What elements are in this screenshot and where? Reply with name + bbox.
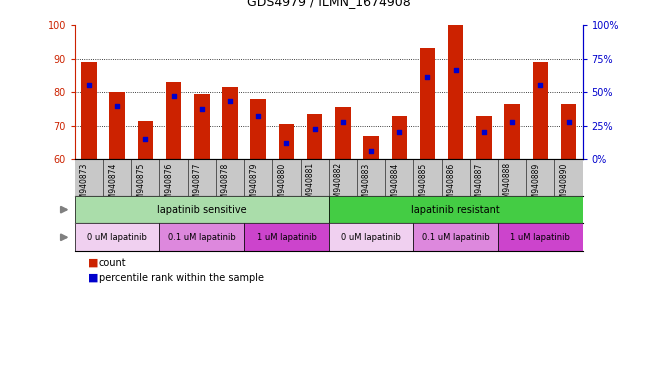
Bar bbox=[391, 116, 407, 159]
Text: GSM940876: GSM940876 bbox=[165, 162, 174, 209]
Bar bbox=[533, 62, 548, 159]
Bar bbox=[561, 104, 576, 159]
Text: percentile rank within the sample: percentile rank within the sample bbox=[99, 273, 264, 283]
Point bbox=[394, 129, 404, 136]
Bar bbox=[137, 121, 153, 159]
Point bbox=[309, 126, 320, 132]
Bar bbox=[244, 223, 329, 251]
Text: GSM940881: GSM940881 bbox=[306, 162, 314, 209]
Bar bbox=[505, 104, 520, 159]
Text: GSM940882: GSM940882 bbox=[334, 162, 343, 209]
Point bbox=[169, 93, 179, 99]
Text: 1 uM lapatinib: 1 uM lapatinib bbox=[510, 233, 570, 242]
Point bbox=[478, 129, 489, 136]
Point bbox=[281, 139, 292, 146]
Bar bbox=[75, 223, 159, 251]
Point bbox=[84, 82, 94, 88]
Point bbox=[112, 103, 122, 109]
Text: GSM940885: GSM940885 bbox=[419, 162, 428, 209]
Point bbox=[197, 106, 207, 112]
Text: GSM940884: GSM940884 bbox=[391, 162, 399, 209]
Text: GSM940883: GSM940883 bbox=[362, 162, 371, 209]
Bar bbox=[413, 223, 498, 251]
Point bbox=[366, 148, 376, 154]
Bar bbox=[335, 107, 351, 159]
Point bbox=[450, 67, 461, 73]
Text: GSM940888: GSM940888 bbox=[503, 162, 512, 209]
Text: 1 uM lapatinib: 1 uM lapatinib bbox=[256, 233, 316, 242]
Bar bbox=[166, 82, 182, 159]
Bar bbox=[363, 136, 379, 159]
Bar bbox=[448, 25, 464, 159]
Bar bbox=[194, 94, 210, 159]
Point bbox=[422, 74, 433, 80]
Text: GSM940877: GSM940877 bbox=[193, 162, 202, 209]
Text: lapatinib resistant: lapatinib resistant bbox=[411, 205, 500, 215]
Text: GSM940890: GSM940890 bbox=[560, 162, 568, 209]
Bar bbox=[498, 223, 583, 251]
Text: 0 uM lapatinib: 0 uM lapatinib bbox=[87, 233, 147, 242]
Bar bbox=[329, 223, 413, 251]
Text: 0 uM lapatinib: 0 uM lapatinib bbox=[341, 233, 401, 242]
Bar bbox=[420, 48, 436, 159]
Bar bbox=[81, 62, 97, 159]
Bar bbox=[109, 92, 125, 159]
Bar bbox=[222, 87, 238, 159]
Text: 0.1 uM lapatinib: 0.1 uM lapatinib bbox=[422, 233, 490, 242]
Point bbox=[140, 136, 150, 142]
Bar bbox=[329, 196, 583, 223]
Text: GSM940875: GSM940875 bbox=[137, 162, 145, 209]
Text: GSM940887: GSM940887 bbox=[475, 162, 484, 209]
Bar bbox=[307, 114, 322, 159]
Text: 0.1 uM lapatinib: 0.1 uM lapatinib bbox=[168, 233, 236, 242]
Text: GSM940880: GSM940880 bbox=[277, 162, 286, 209]
Text: GSM940879: GSM940879 bbox=[249, 162, 258, 209]
Text: count: count bbox=[99, 258, 126, 268]
Bar bbox=[75, 196, 329, 223]
Point bbox=[507, 119, 518, 126]
Bar bbox=[279, 124, 294, 159]
Bar bbox=[476, 116, 492, 159]
Bar bbox=[159, 223, 244, 251]
Text: GSM940873: GSM940873 bbox=[80, 162, 89, 209]
Text: GSM940889: GSM940889 bbox=[531, 162, 540, 209]
Text: GDS4979 / ILMN_1674908: GDS4979 / ILMN_1674908 bbox=[247, 0, 411, 8]
Text: lapatinib sensitive: lapatinib sensitive bbox=[157, 205, 247, 215]
Bar bbox=[251, 99, 266, 159]
Point bbox=[253, 113, 264, 119]
Text: GSM940874: GSM940874 bbox=[108, 162, 117, 209]
Text: ■: ■ bbox=[88, 273, 98, 283]
Point bbox=[225, 98, 235, 104]
Point bbox=[338, 119, 348, 126]
Point bbox=[563, 119, 574, 126]
Text: GSM940886: GSM940886 bbox=[447, 162, 456, 209]
Text: ■: ■ bbox=[88, 258, 98, 268]
Text: GSM940878: GSM940878 bbox=[221, 162, 230, 209]
Point bbox=[535, 82, 546, 88]
